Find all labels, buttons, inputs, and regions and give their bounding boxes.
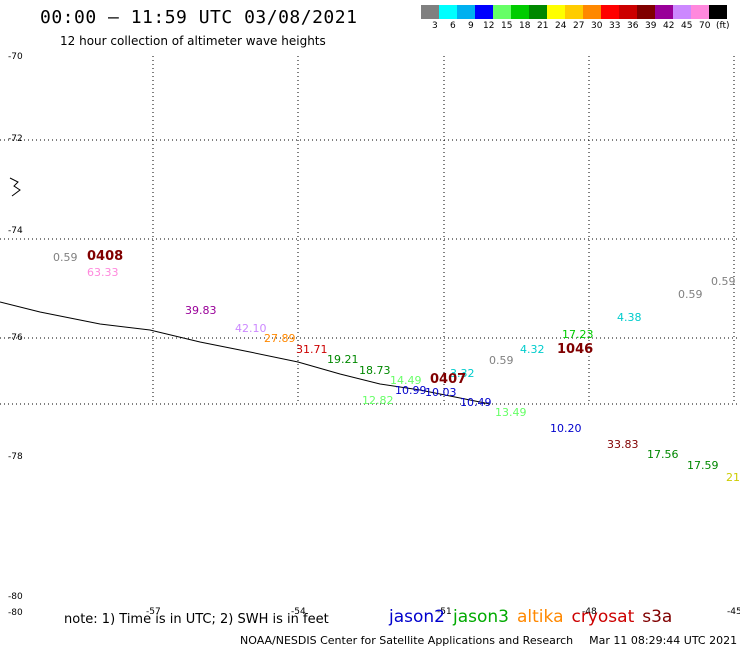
legend-label: 12 <box>483 21 495 31</box>
legend-swatch <box>583 5 601 19</box>
credit-text: NOAA/NESDIS Center for Satellite Applica… <box>240 634 574 647</box>
legend-swatch <box>511 5 529 19</box>
legend-swatch <box>691 5 709 19</box>
legend-label: 15 <box>501 21 513 31</box>
legend-swatch <box>457 5 475 19</box>
wave-height-label: 19.21 <box>327 353 359 366</box>
pass-time-label: 0407 <box>430 372 467 387</box>
legend-swatch <box>565 5 583 19</box>
legend-label: 30 <box>591 21 603 31</box>
footnote: note: 1) Time is in UTC; 2) SWH is in fe… <box>64 612 329 627</box>
wave-height-label: 12.82 <box>362 394 394 407</box>
legend-label: 24 <box>555 21 567 31</box>
legend-label: 42 <box>663 21 675 31</box>
wave-height-label: 17.59 <box>687 459 719 472</box>
wave-height-label: 27.89 <box>264 332 296 345</box>
wave-height-label: 17.56 <box>647 448 679 461</box>
legend-swatch <box>475 5 493 19</box>
satellite-label: cryosat <box>571 607 635 627</box>
legend-swatch <box>529 5 547 19</box>
legend-unit: (ft) <box>716 21 730 31</box>
wave-height-label: 0.59 <box>53 251 78 264</box>
wave-height-label: 0.59 <box>489 354 514 367</box>
legend-label: 70 <box>699 21 711 31</box>
wave-height-label: 0.59 <box>678 288 703 301</box>
graticule <box>0 56 740 405</box>
legend-label: 36 <box>627 21 639 31</box>
lon-label: -54 <box>291 607 306 617</box>
lat-label: -74 <box>8 226 23 236</box>
legend-swatch <box>421 5 439 19</box>
wave-height-label: 42.10 <box>235 322 267 335</box>
legend-label: 27 <box>573 21 585 31</box>
legend-label: 3 <box>432 21 438 31</box>
wave-height-label: 33.83 <box>607 438 639 451</box>
pass-time-label: 1046 <box>557 342 594 357</box>
legend-label: 45 <box>681 21 693 31</box>
legend-label: 9 <box>468 21 474 31</box>
wave-height-label: 3.32 <box>450 367 475 380</box>
coastline <box>0 301 491 405</box>
wave-height-label: 18.73 <box>359 364 391 377</box>
wave-height-label: 14.49 <box>390 374 422 387</box>
lat-label: -78 <box>8 452 23 462</box>
coastline-fragment <box>9 177 21 197</box>
legend-swatch <box>637 5 655 19</box>
wave-height-label: 39.83 <box>185 304 217 317</box>
lat-label: -80 <box>8 608 23 618</box>
legend-swatch <box>709 5 727 19</box>
wave-height-label: 10.03 <box>425 386 457 399</box>
wave-height-label: 21 <box>726 471 740 484</box>
satellite-label: altika <box>517 607 564 627</box>
wave-height-label: 63.33 <box>87 266 119 279</box>
legend-label: 39 <box>645 21 657 31</box>
wave-height-label: 10.99 <box>395 384 427 397</box>
map-subtitle: 12 hour collection of altimeter wave hei… <box>60 34 326 48</box>
lat-label: -76 <box>8 333 23 343</box>
credit-line: NOAA/NESDIS Center for Satellite Applica… <box>240 634 737 647</box>
lat-label: -70 <box>8 52 23 62</box>
lon-label: -57 <box>146 607 161 617</box>
wave-height-label: 10.49 <box>460 396 492 409</box>
satellite-label: jason3 <box>453 607 509 627</box>
legend-swatch <box>547 5 565 19</box>
legend-label: 6 <box>450 21 456 31</box>
legend-swatch <box>673 5 691 19</box>
legend-swatch <box>601 5 619 19</box>
wave-height-label: 13.49 <box>495 406 527 419</box>
lon-label: -48 <box>582 607 597 617</box>
wave-height-label: 4.38 <box>617 311 642 324</box>
wave-height-label: 10.20 <box>550 422 582 435</box>
wave-height-label: 31.71 <box>296 343 328 356</box>
legend-swatch <box>493 5 511 19</box>
lat-label: -72 <box>8 134 23 144</box>
wave-height-label: 17.23 <box>562 328 594 341</box>
legend-label: 18 <box>519 21 531 31</box>
map-title: 00:00 – 11:59 UTC 03/08/2021 <box>40 7 358 28</box>
pass-time-label: 0408 <box>87 249 124 264</box>
lat-label: -80 <box>8 592 23 602</box>
satellite-label: s3a <box>642 607 673 627</box>
satellite-legend: jason2 jason3 altika cryosat s3a <box>389 607 680 627</box>
color-legend-labels: 3 6 9 12 15 18 21 24 27 30 33 36 39 42 45 70 (ft) <box>421 21 740 33</box>
wave-height-label: 0.59 <box>711 275 736 288</box>
lon-label: -45 <box>727 607 740 617</box>
lon-label: -51 <box>437 607 452 617</box>
generated-timestamp: Mar 11 08:29:44 UTC 2021 <box>589 634 738 647</box>
legend-swatch <box>655 5 673 19</box>
legend-label: 33 <box>609 21 621 31</box>
satellite-label: jason2 <box>389 607 445 627</box>
wave-height-label: 4.32 <box>520 343 545 356</box>
legend-label: 21 <box>537 21 549 31</box>
color-legend <box>421 5 727 19</box>
legend-swatch <box>439 5 457 19</box>
legend-swatch <box>619 5 637 19</box>
